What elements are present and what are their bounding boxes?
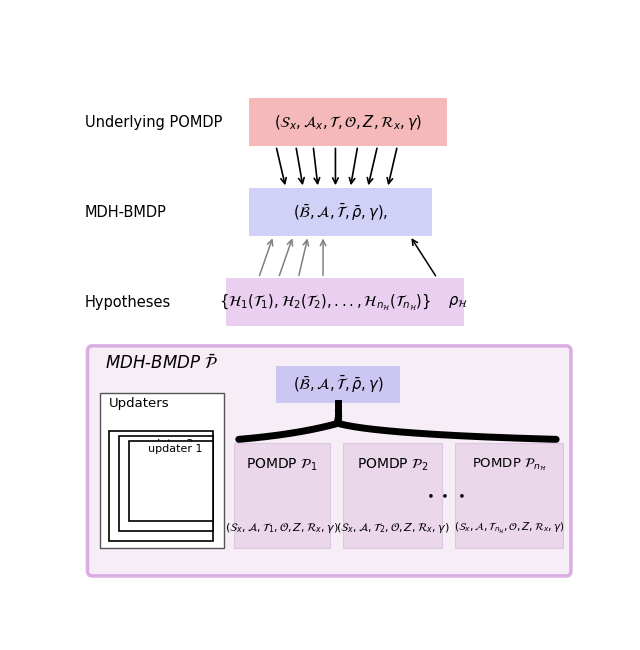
Text: Updaters: Updaters [109, 396, 170, 410]
Text: POMDP $\mathcal{P}_1$: POMDP $\mathcal{P}_1$ [246, 456, 317, 473]
Text: $\bullet\ \bullet\ \bullet$: $\bullet\ \bullet\ \bullet$ [426, 488, 465, 501]
Text: updater 2: updater 2 [138, 439, 193, 449]
Text: Underlying POMDP: Underlying POMDP [85, 114, 222, 129]
Text: $\vec{P}$: $\vec{P}$ [332, 408, 344, 429]
FancyBboxPatch shape [88, 346, 571, 576]
Text: $(\mathcal{S}_x, \mathcal{A}, \mathcal{T}_{n_{\mathcal{H}}}, \mathcal{O}, Z, \ma: $(\mathcal{S}_x, \mathcal{A}, \mathcal{T… [454, 521, 564, 536]
FancyBboxPatch shape [109, 431, 213, 541]
Text: $(\mathcal{S}_x, \mathcal{A}, \mathcal{T}_1, \mathcal{O}, Z, \mathcal{R}_x, \gam: $(\mathcal{S}_x, \mathcal{A}, \mathcal{T… [225, 521, 338, 536]
Text: POMDP $\mathcal{P}_2$: POMDP $\mathcal{P}_2$ [357, 456, 428, 473]
FancyBboxPatch shape [118, 436, 213, 531]
Text: $(\mathcal{S}_x, \mathcal{A}_x, \mathcal{T}, \mathcal{O}, Z, \mathcal{R}_x, \gam: $(\mathcal{S}_x, \mathcal{A}_x, \mathcal… [274, 112, 422, 131]
FancyBboxPatch shape [343, 443, 442, 549]
Text: $\left\{\mathcal{H}_1(\mathcal{T}_1), \mathcal{H}_2(\mathcal{T}_2), ..., \mathca: $\left\{\mathcal{H}_1(\mathcal{T}_1), \m… [220, 292, 431, 313]
FancyBboxPatch shape [455, 443, 563, 549]
FancyBboxPatch shape [100, 393, 224, 549]
Text: POMDP $\mathcal{P}_{n_{\mathcal{H}}}$: POMDP $\mathcal{P}_{n_{\mathcal{H}}}$ [472, 456, 547, 473]
FancyBboxPatch shape [234, 443, 330, 549]
Text: $(\bar{\mathcal{B}}, \mathcal{A}, \bar{\mathcal{T}}, \bar{\rho}, \gamma)$: $(\bar{\mathcal{B}}, \mathcal{A}, \bar{\… [292, 374, 383, 395]
FancyBboxPatch shape [227, 278, 465, 326]
FancyBboxPatch shape [276, 366, 400, 403]
Text: $\rho_{\mathcal{H}}$: $\rho_{\mathcal{H}}$ [448, 294, 468, 310]
Text: Hypotheses: Hypotheses [85, 294, 172, 309]
FancyBboxPatch shape [129, 441, 213, 521]
Text: updater $n_{\mathcal{H}}$: updater $n_{\mathcal{H}}$ [129, 434, 193, 448]
Text: $(\bar{\mathcal{B}}, \mathcal{A}, \bar{\mathcal{T}}, \bar{\rho}, \gamma),$: $(\bar{\mathcal{B}}, \mathcal{A}, \bar{\… [293, 202, 388, 223]
FancyBboxPatch shape [249, 188, 432, 236]
FancyBboxPatch shape [249, 98, 447, 146]
Text: $(\mathcal{S}_x, \mathcal{A}, \mathcal{T}_2, \mathcal{O}, Z, \mathcal{R}_x, \gam: $(\mathcal{S}_x, \mathcal{A}, \mathcal{T… [336, 521, 449, 536]
Text: $\mathit{MDH\text{-}BMDP}\ \bar{\mathcal{P}}$: $\mathit{MDH\text{-}BMDP}\ \bar{\mathcal… [105, 354, 218, 372]
Text: updater 1: updater 1 [148, 445, 203, 454]
Text: MDH-BMDP: MDH-BMDP [85, 205, 167, 220]
